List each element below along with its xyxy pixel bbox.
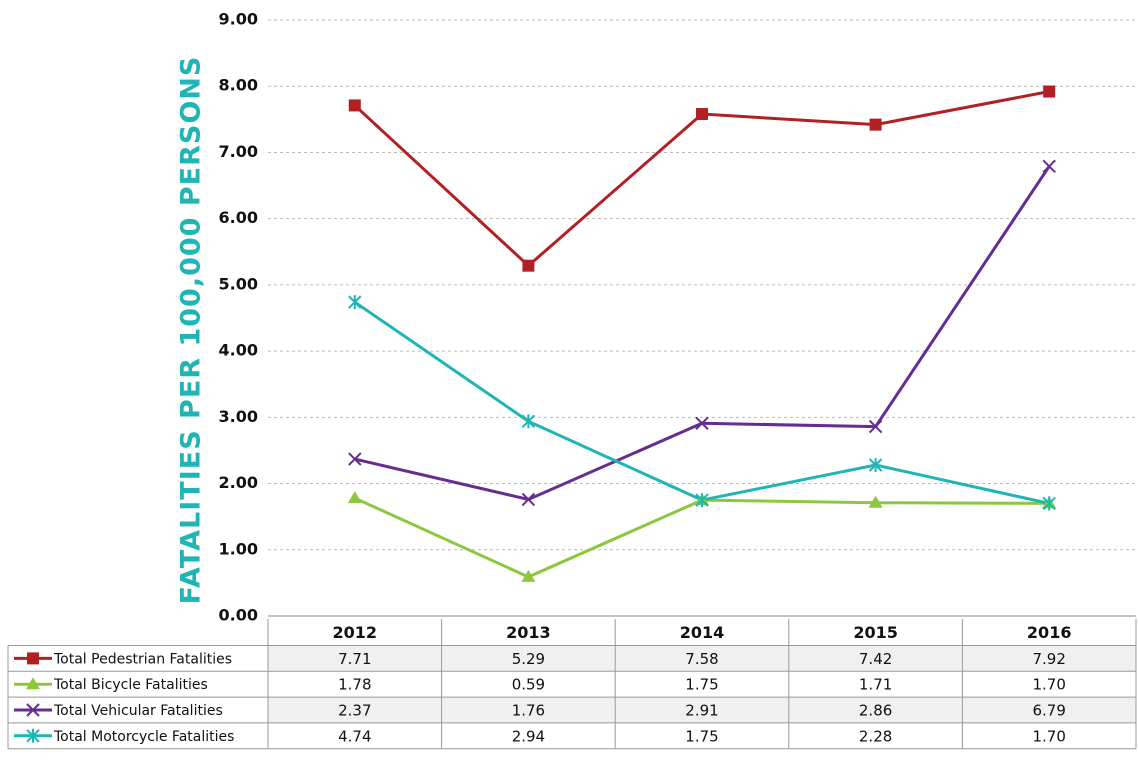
table-cell: 1.75 xyxy=(685,676,718,694)
y-tick-label: 8.00 xyxy=(219,76,258,95)
legend-label: Total Vehicular Fatalities xyxy=(53,703,223,719)
y-tick-label: 1.00 xyxy=(219,539,258,558)
marker xyxy=(695,493,709,508)
marker xyxy=(26,703,40,717)
table-cell: 7.58 xyxy=(685,650,718,668)
marker xyxy=(27,652,39,665)
marker xyxy=(1042,159,1056,174)
marker xyxy=(868,458,883,473)
marker xyxy=(868,419,883,434)
table-cell: 0.59 xyxy=(512,676,545,694)
marker xyxy=(348,295,362,310)
y-tick-label: 0.00 xyxy=(219,606,258,625)
marker xyxy=(696,108,708,121)
legend-label: Total Bicycle Fatalities xyxy=(53,677,208,693)
y-tick-label: 9.00 xyxy=(219,10,258,29)
table-cell: 2.28 xyxy=(859,727,892,745)
marker xyxy=(869,118,882,131)
legend-marker xyxy=(27,652,39,665)
x-tick-label: 2015 xyxy=(853,623,898,642)
table-row-bg xyxy=(268,671,1136,698)
table-row-bg xyxy=(268,645,1136,672)
table-cell: 7.71 xyxy=(338,650,371,668)
legend-marker xyxy=(26,728,40,743)
table-cell: 7.92 xyxy=(1032,650,1065,668)
table-cell: 2.86 xyxy=(859,702,892,720)
table-cell: 1.71 xyxy=(859,676,892,694)
series-line xyxy=(354,165,1051,502)
y-tick-label: 7.00 xyxy=(219,142,258,161)
x-tick-label: 2014 xyxy=(680,623,725,642)
y-axis-label: FATALITIES PER 100,000 PERSONS xyxy=(176,56,207,605)
marker xyxy=(348,99,361,112)
marker xyxy=(521,414,536,429)
marker xyxy=(522,259,535,272)
marker xyxy=(868,495,883,508)
table-cell: 7.42 xyxy=(859,650,892,668)
legend-label: Total Pedestrian Fatalities xyxy=(53,651,232,667)
marker xyxy=(521,492,536,507)
marker xyxy=(695,416,709,431)
y-tick-label: 4.00 xyxy=(219,341,258,360)
table-row-bg xyxy=(268,697,1136,723)
marker xyxy=(26,677,40,690)
legend-marker xyxy=(26,703,40,717)
series-line xyxy=(354,496,1050,579)
y-tick-label: 2.00 xyxy=(219,473,258,492)
marker xyxy=(347,491,362,504)
table-cell: 2.94 xyxy=(512,727,545,745)
table-cell: 1.70 xyxy=(1032,727,1065,745)
marker xyxy=(1043,85,1056,98)
table-cell: 5.29 xyxy=(512,650,545,668)
marker xyxy=(1042,496,1056,511)
series-line xyxy=(353,300,1050,505)
table-cell: 6.79 xyxy=(1032,702,1065,720)
y-tick-label: 6.00 xyxy=(219,208,258,227)
y-tick-label: 3.00 xyxy=(219,407,258,426)
legend-label: Total Motorcycle Fatalities xyxy=(53,729,234,745)
table-cell: 1.70 xyxy=(1032,676,1065,694)
x-tick-label: 2012 xyxy=(333,623,378,642)
table-cell: 2.37 xyxy=(338,702,371,720)
y-tick-label: 5.00 xyxy=(219,274,258,293)
table-cell: 2.91 xyxy=(685,702,718,720)
x-tick-label: 2016 xyxy=(1027,623,1072,642)
table-cell: 1.75 xyxy=(685,727,718,745)
legend-marker xyxy=(26,677,40,690)
marker xyxy=(348,452,362,466)
marker xyxy=(26,728,40,743)
table-cell: 1.78 xyxy=(338,676,371,694)
table-cell: 4.74 xyxy=(338,727,371,745)
marker xyxy=(521,569,536,582)
x-tick-label: 2013 xyxy=(506,623,551,642)
table-row-bg xyxy=(268,722,1136,749)
table-cell: 1.76 xyxy=(512,702,545,720)
